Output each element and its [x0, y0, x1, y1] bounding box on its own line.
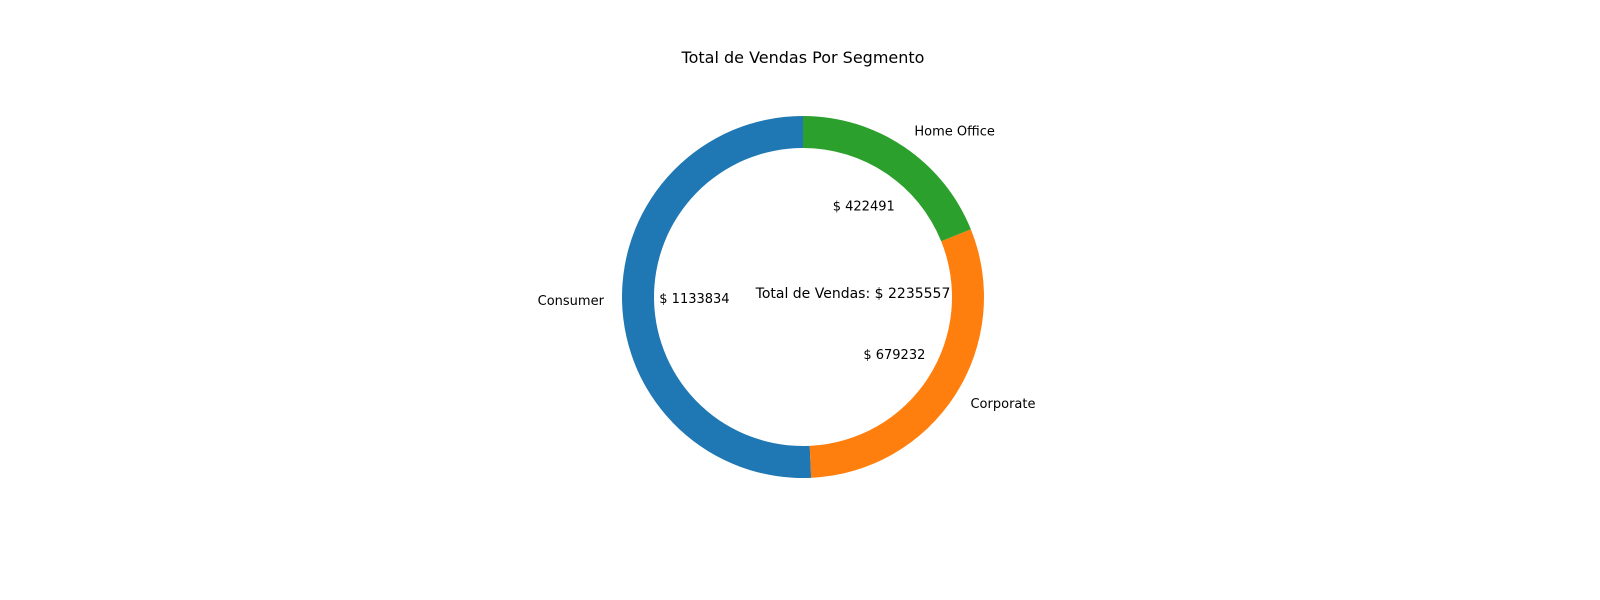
slices-layer	[622, 115, 985, 478]
chart-title: Total de Vendas Por Segmento	[681, 48, 925, 67]
slice-label-home-office: Home Office	[914, 124, 994, 139]
slice-value-home-office: $ 422491	[833, 199, 895, 214]
slice-label-corporate: Corporate	[970, 397, 1035, 412]
slice-value-corporate: $ 679232	[863, 348, 925, 363]
slice-consumer	[622, 116, 812, 478]
slice-value-consumer: $ 1133834	[659, 292, 729, 307]
slice-corporate	[809, 229, 985, 478]
center-total-label: Total de Vendas: $ 2235557	[755, 286, 951, 302]
labels-layer: Consumer $ 1133834 Corporate $ 679232 Home O…	[538, 124, 1036, 412]
slice-home-office	[803, 115, 971, 242]
slice-label-consumer: Consumer	[538, 294, 605, 309]
